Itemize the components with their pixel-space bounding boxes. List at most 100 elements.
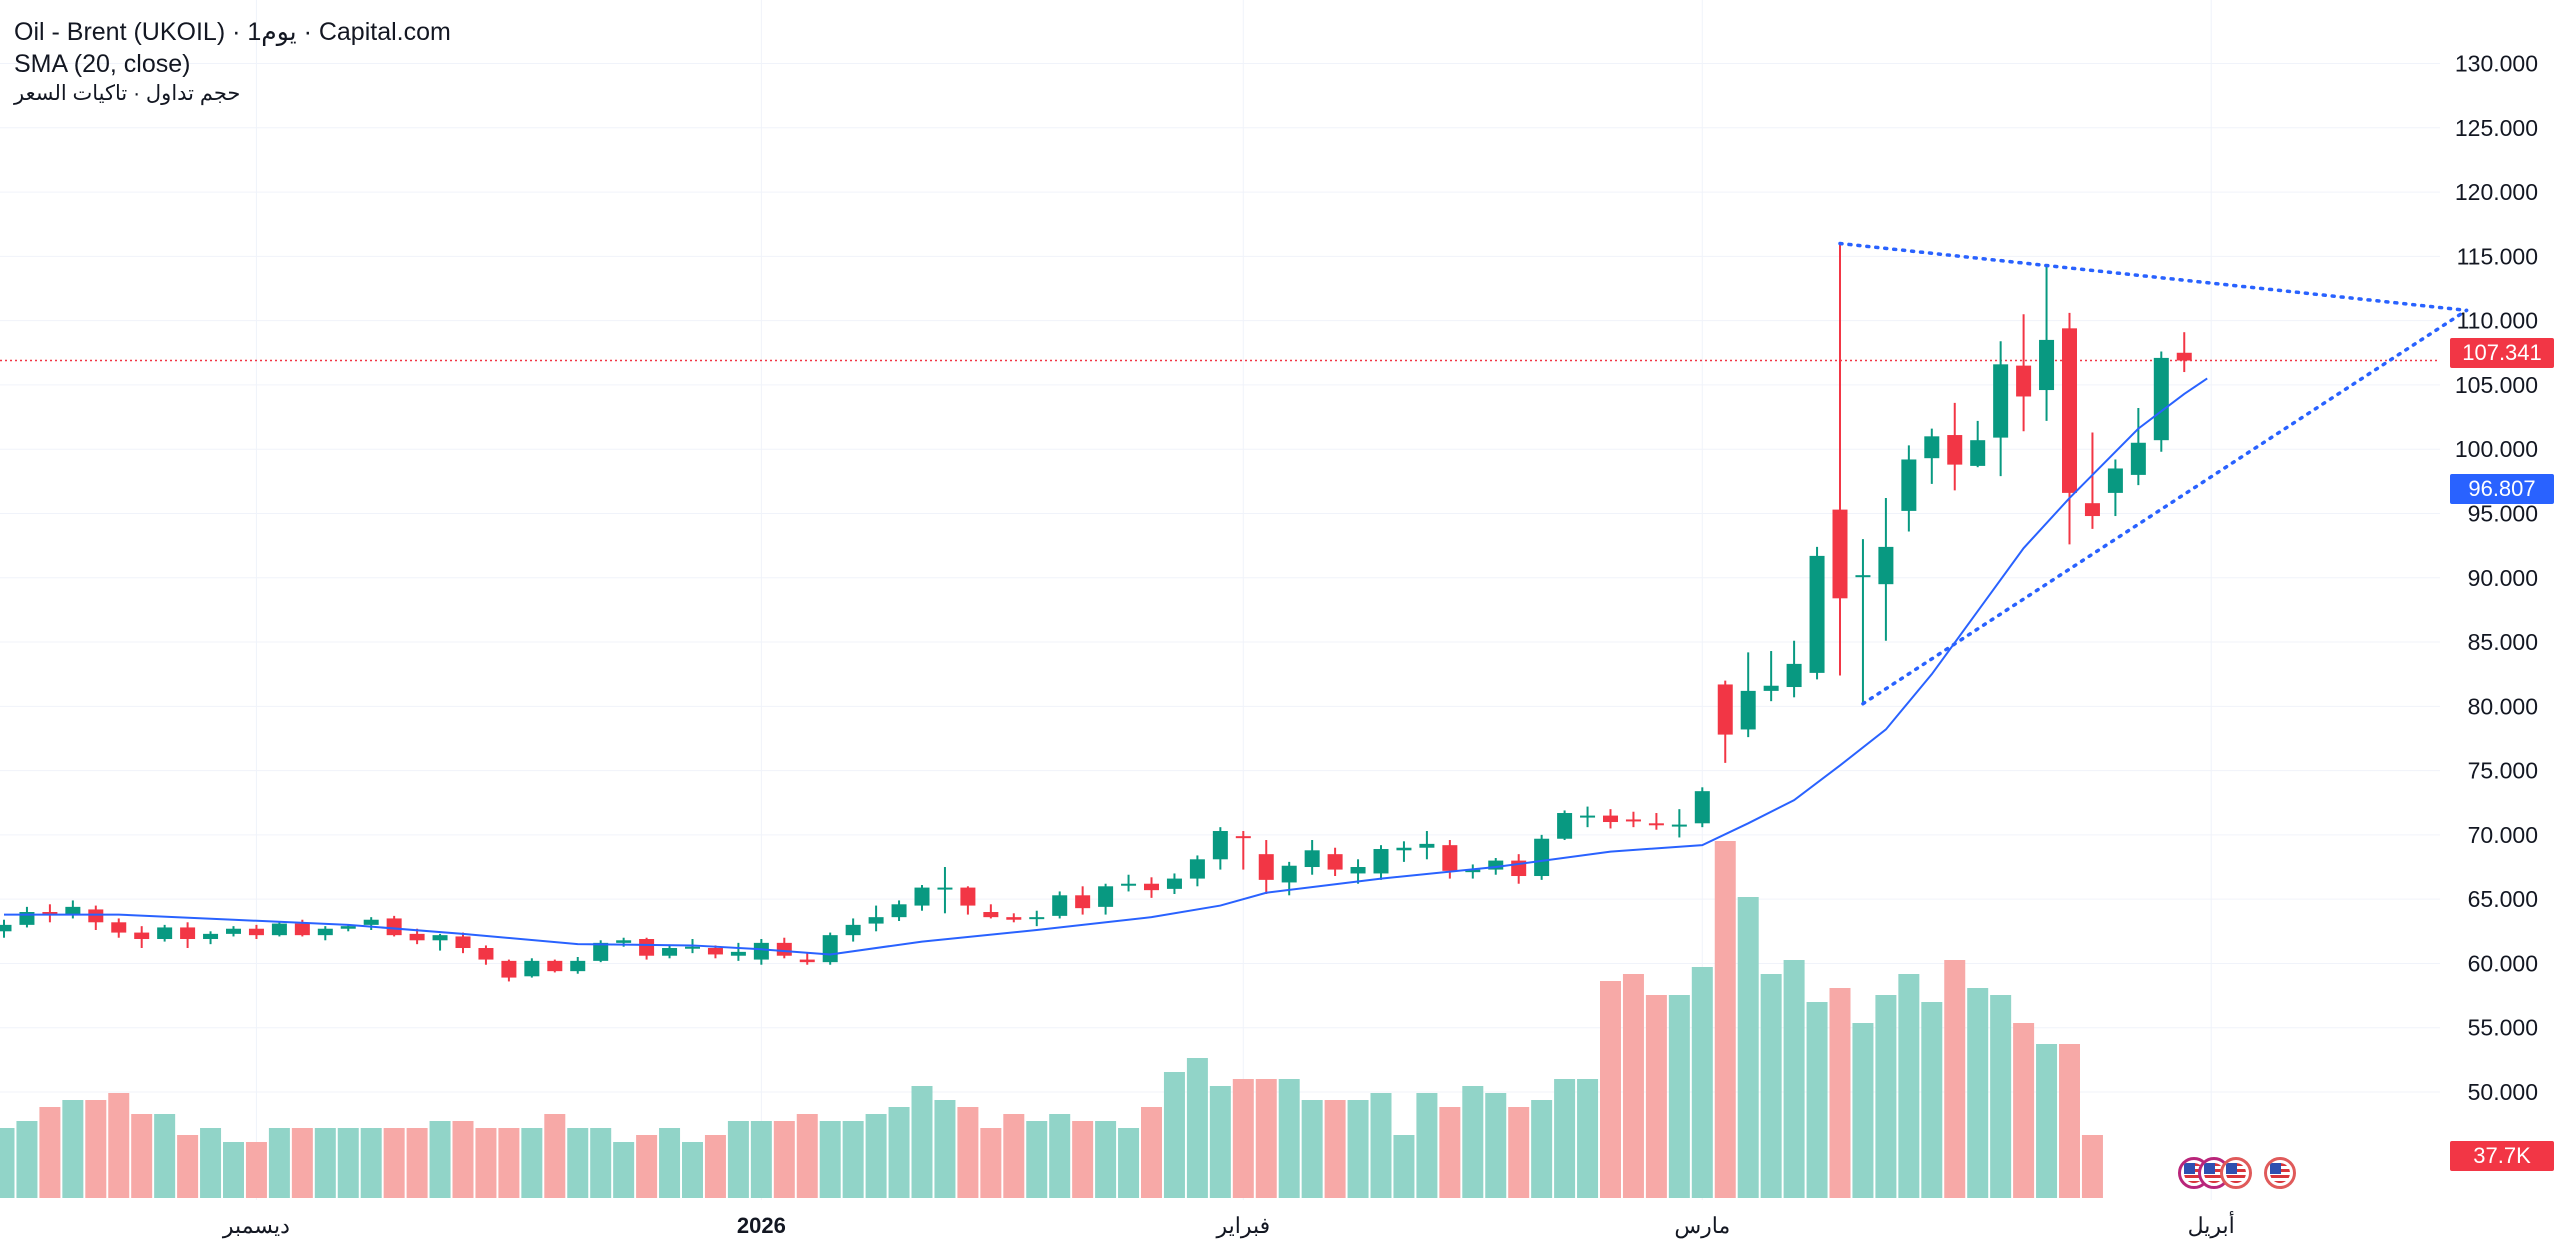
- candle-body[interactable]: [1304, 850, 1320, 868]
- candle-body[interactable]: [2039, 339, 2055, 391]
- candle-body[interactable]: [1786, 663, 1802, 688]
- candle-body[interactable]: [707, 948, 723, 955]
- sma-line[interactable]: [4, 377, 2208, 956]
- candle-body[interactable]: [1396, 847, 1412, 851]
- candle-body[interactable]: [685, 946, 700, 949]
- sma-indicator-label[interactable]: SMA (20, close): [14, 50, 191, 78]
- candle-body[interactable]: [317, 928, 333, 936]
- candle-body[interactable]: [386, 918, 402, 936]
- candle-body[interactable]: [2084, 503, 2100, 517]
- candle-body[interactable]: [180, 927, 196, 940]
- candle-body[interactable]: [1350, 867, 1366, 874]
- candle-body[interactable]: [1419, 843, 1435, 848]
- candle-body[interactable]: [1098, 886, 1114, 907]
- candle-body[interactable]: [1075, 895, 1091, 909]
- candle-body[interactable]: [1189, 859, 1205, 879]
- candle-body[interactable]: [1166, 878, 1182, 889]
- candle-body[interactable]: [776, 942, 792, 956]
- candle-body[interactable]: [157, 927, 173, 940]
- candle-body[interactable]: [1901, 459, 1917, 511]
- candle-body[interactable]: [891, 904, 907, 918]
- candle-body[interactable]: [730, 951, 746, 956]
- candle-body[interactable]: [1235, 836, 1251, 839]
- candle-body[interactable]: [1740, 690, 1756, 730]
- symbol-title[interactable]: Oil - Brent (UKOIL) · 1يوم · Capital.com: [14, 18, 451, 46]
- candle-body[interactable]: [1052, 895, 1068, 916]
- candle-body[interactable]: [1488, 860, 1504, 870]
- candle-body[interactable]: [1924, 436, 1940, 459]
- candle-body[interactable]: [960, 887, 976, 906]
- candle-body[interactable]: [983, 912, 999, 918]
- candle-body[interactable]: [616, 940, 632, 943]
- candle-body[interactable]: [799, 959, 815, 963]
- candle-body[interactable]: [1373, 849, 1389, 874]
- trendline[interactable]: [1861, 308, 2469, 706]
- candle-body[interactable]: [662, 948, 678, 956]
- candle-body[interactable]: [134, 932, 150, 940]
- candle-body[interactable]: [2062, 328, 2077, 493]
- candle-body[interactable]: [363, 919, 379, 925]
- candle-body[interactable]: [1534, 838, 1550, 877]
- candle-body[interactable]: [1671, 824, 1687, 827]
- candle-body[interactable]: [2016, 365, 2032, 397]
- candle-body[interactable]: [409, 933, 425, 941]
- candle-body[interactable]: [1717, 684, 1733, 735]
- candle-body[interactable]: [1144, 883, 1159, 891]
- candle-body[interactable]: [1121, 883, 1137, 886]
- candle-body[interactable]: [1809, 555, 1825, 673]
- candle-body[interactable]: [822, 935, 838, 963]
- candle-body[interactable]: [1694, 791, 1710, 824]
- candle-body[interactable]: [1281, 865, 1297, 883]
- candle-body[interactable]: [1557, 813, 1573, 839]
- candle-body[interactable]: [937, 887, 953, 890]
- candle-body[interactable]: [42, 912, 58, 915]
- candle-body[interactable]: [1442, 845, 1458, 871]
- trendline[interactable]: [1838, 241, 2469, 313]
- candle-body[interactable]: [1832, 509, 1848, 599]
- candle-body[interactable]: [868, 917, 884, 924]
- candle-body[interactable]: [1258, 854, 1274, 880]
- candle-body[interactable]: [0, 924, 12, 932]
- candle-body[interactable]: [845, 924, 861, 936]
- candle-body[interactable]: [593, 942, 609, 961]
- candle-body[interactable]: [1878, 546, 1894, 585]
- candle-body[interactable]: [203, 933, 219, 940]
- candle-body[interactable]: [753, 942, 769, 960]
- candle-body[interactable]: [1947, 435, 1963, 465]
- candle-body[interactable]: [1993, 364, 2009, 438]
- candle-body[interactable]: [914, 887, 930, 906]
- candle-body[interactable]: [271, 923, 287, 936]
- candle-body[interactable]: [1603, 815, 1618, 823]
- candle-body[interactable]: [2176, 352, 2192, 361]
- volume-indicator-label[interactable]: حجم تداول · تاكيات السعر: [14, 82, 241, 105]
- candle-body[interactable]: [524, 960, 540, 977]
- candle-body[interactable]: [88, 909, 104, 923]
- candle-body[interactable]: [547, 960, 563, 972]
- candle-body[interactable]: [2153, 357, 2169, 441]
- candle-body[interactable]: [1465, 869, 1481, 873]
- candle-body[interactable]: [1855, 575, 1871, 578]
- candle-body[interactable]: [1327, 854, 1343, 870]
- candle-body[interactable]: [478, 948, 494, 960]
- candle-body[interactable]: [1763, 685, 1779, 691]
- candle-body[interactable]: [501, 960, 517, 978]
- candle-body[interactable]: [340, 926, 356, 929]
- candle-body[interactable]: [1029, 917, 1045, 920]
- us-flag-event-icon[interactable]: [2220, 1157, 2252, 1189]
- candle-body[interactable]: [570, 960, 586, 972]
- candle-body[interactable]: [1648, 823, 1664, 826]
- candle-body[interactable]: [1970, 440, 1986, 466]
- candle-body[interactable]: [1625, 819, 1641, 822]
- candle-body[interactable]: [1006, 917, 1022, 920]
- candle-body[interactable]: [2130, 442, 2146, 475]
- candle-body[interactable]: [455, 936, 471, 949]
- us-flag-event-icon[interactable]: [2264, 1157, 2296, 1189]
- candle-body[interactable]: [2107, 468, 2123, 493]
- candle-body[interactable]: [65, 906, 81, 915]
- candle-body[interactable]: [248, 928, 264, 936]
- candle-body[interactable]: [226, 928, 241, 934]
- candle-body[interactable]: [639, 939, 655, 956]
- candle-body[interactable]: [1212, 831, 1228, 860]
- candle-body[interactable]: [294, 923, 310, 936]
